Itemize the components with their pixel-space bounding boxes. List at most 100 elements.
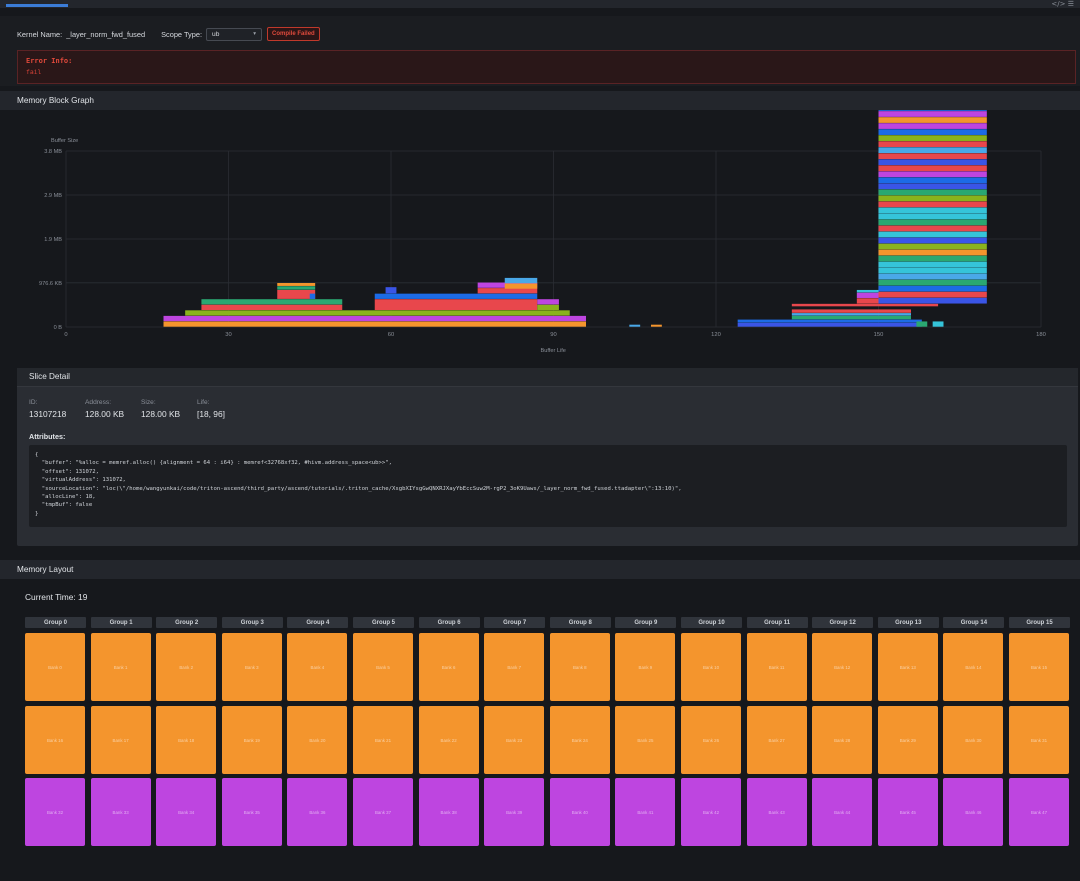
memory-bank-cell[interactable]: Bank 34 <box>156 778 217 846</box>
memory-bank-cell[interactable]: Bank 19 <box>221 706 282 774</box>
buffer-block <box>878 183 987 190</box>
memory-bank-cell[interactable]: Bank 22 <box>418 706 479 774</box>
buffer-block <box>878 153 987 160</box>
x-tick-label: 120 <box>711 332 721 338</box>
group-header: Group 8 <box>549 617 611 628</box>
buffer-block <box>878 279 987 286</box>
buffer-block <box>651 324 662 327</box>
memory-bank-cell[interactable]: Bank 9 <box>615 633 676 701</box>
memory-bank-cell[interactable]: Bank 17 <box>90 706 151 774</box>
memory-bank-cell[interactable]: Bank 28 <box>812 706 873 774</box>
memory-bank-cell[interactable]: Bank 27 <box>746 706 807 774</box>
memory-bank-cell[interactable]: Bank 11 <box>746 633 807 701</box>
memory-bank-cell[interactable]: Bank 31 <box>1009 706 1069 774</box>
field-key: Life: <box>197 399 210 406</box>
memory-bank-cell[interactable]: Bank 23 <box>484 706 545 774</box>
memory-bank-cell[interactable]: Bank 44 <box>812 778 873 846</box>
memory-bank-cell[interactable]: Bank 38 <box>418 778 479 846</box>
section-title: Memory Layout <box>17 565 74 574</box>
scope-type-select[interactable]: ub ▾ <box>206 27 263 41</box>
buffer-block <box>878 219 987 226</box>
memory-bank-cell[interactable]: Bank 41 <box>615 778 676 846</box>
memory-bank-cell[interactable]: Bank 6 <box>418 633 479 701</box>
memory-bank-cell[interactable]: Bank 4 <box>287 633 348 701</box>
buffer-block <box>537 304 559 311</box>
memory-block-graph: 0 B 976.6 KB 1.9 MB 2.9 MB 3.8 MB 0 30 60 90 120 1… <box>0 110 1080 364</box>
memory-bank-cell[interactable]: Bank 2 <box>156 633 217 701</box>
memory-bank-cell[interactable]: Bank 15 <box>1009 633 1069 701</box>
memory-bank-cell[interactable]: Bank 36 <box>287 778 348 846</box>
memory-bank-cell[interactable]: Bank 33 <box>90 778 151 846</box>
kernel-config-panel: Kernel Name: _layer_norm_fwd_fused Scope… <box>0 16 1080 86</box>
buffer-block <box>878 237 987 244</box>
memory-bank-cell[interactable]: Bank 10 <box>681 633 741 701</box>
buffer-block <box>878 171 987 178</box>
buffer-block <box>163 315 586 322</box>
error-title: Error Info: <box>26 57 73 65</box>
buffer-block <box>791 315 911 320</box>
memory-bank-cell[interactable]: Bank 39 <box>484 778 545 846</box>
memory-bank-cell[interactable]: Bank 20 <box>287 706 348 774</box>
window-controls[interactable]: </> ☰ <box>1051 0 1074 8</box>
buffer-block <box>537 299 559 305</box>
memory-bank-cell[interactable]: Bank 5 <box>353 633 413 701</box>
active-tab-indicator[interactable] <box>6 4 68 7</box>
error-message: fail <box>26 68 42 76</box>
memory-bank-cell[interactable]: Bank 0 <box>25 633 85 701</box>
memory-bank-cell[interactable]: Bank 8 <box>549 633 610 701</box>
memory-bank-cell[interactable]: Bank 46 <box>943 778 1004 846</box>
buffer-block <box>791 313 911 316</box>
memory-bank-cell[interactable]: Bank 7 <box>484 633 545 701</box>
memory-layout-header: Memory Layout <box>0 560 1080 579</box>
memory-bank-cell[interactable]: Bank 45 <box>877 778 938 846</box>
buffer-block <box>878 110 987 111</box>
memory-bank-cell[interactable]: Bank 29 <box>877 706 938 774</box>
buffer-block <box>878 177 987 184</box>
y-tick-label: 1.9 MB <box>44 237 62 243</box>
memory-bank-cell[interactable]: Bank 16 <box>25 706 85 774</box>
buffer-block <box>932 321 944 327</box>
memory-bank-cell[interactable]: Bank 24 <box>549 706 610 774</box>
memory-bank-cell[interactable]: Bank 26 <box>681 706 741 774</box>
memory-bank-cell[interactable]: Bank 25 <box>615 706 676 774</box>
buffer-block <box>878 255 987 262</box>
memory-bank-cell[interactable]: Bank 3 <box>221 633 282 701</box>
buffer-block <box>374 293 538 299</box>
attributes-json: { "buffer": "%alloc = memref.alloc() {al… <box>35 452 682 517</box>
slice-detail-panel: Slice Detail ID: 13107218 Address: 128.0… <box>17 368 1078 546</box>
slice-id-field: ID: 13107218 <box>29 399 66 419</box>
buffer-block <box>878 261 987 268</box>
memory-bank-cell[interactable]: Bank 1 <box>90 633 151 701</box>
y-tick-label: 3.8 MB <box>44 149 62 155</box>
buffer-block <box>201 304 343 311</box>
memory-bank-cell[interactable]: Bank 43 <box>746 778 807 846</box>
memory-bank-cell[interactable]: Bank 13 <box>877 633 938 701</box>
buffer-block <box>477 288 538 294</box>
buffer-block <box>878 129 987 135</box>
y-tick-label: 2.9 MB <box>44 193 62 199</box>
memory-bank-cell[interactable]: Bank 21 <box>353 706 413 774</box>
memory-bank-cell[interactable]: Bank 47 <box>1009 778 1069 846</box>
memory-bank-cell[interactable]: Bank 37 <box>353 778 413 846</box>
memory-bank-cell[interactable]: Bank 30 <box>943 706 1004 774</box>
memory-bank-cell[interactable]: Bank 32 <box>25 778 85 846</box>
buffer-block <box>878 225 987 232</box>
buffer-block <box>878 243 987 250</box>
memory-bank-cell[interactable]: Bank 18 <box>156 706 217 774</box>
buffer-block <box>878 165 987 172</box>
memory-bank-cell[interactable]: Bank 42 <box>681 778 741 846</box>
field-key: ID: <box>29 399 38 406</box>
memory-bank-cell[interactable]: Bank 14 <box>943 633 1004 701</box>
buffer-block <box>791 303 939 307</box>
memory-bank-cell[interactable]: Bank 40 <box>549 778 610 846</box>
memory-block-graph-header: Memory Block Graph <box>0 91 1080 110</box>
memory-block-chart[interactable]: 0 B 976.6 KB 1.9 MB 2.9 MB 3.8 MB 0 30 60 90 120 1… <box>0 110 1080 364</box>
memory-bank-cell[interactable]: Bank 35 <box>221 778 282 846</box>
memory-bank-cell[interactable]: Bank 12 <box>812 633 873 701</box>
x-tick-label: 180 <box>1036 332 1046 338</box>
buffer-block <box>878 195 987 202</box>
buffer-block <box>878 141 987 147</box>
buffer-block <box>737 322 922 327</box>
buffer-block <box>878 291 987 298</box>
attributes-label: Attributes: <box>29 432 66 441</box>
